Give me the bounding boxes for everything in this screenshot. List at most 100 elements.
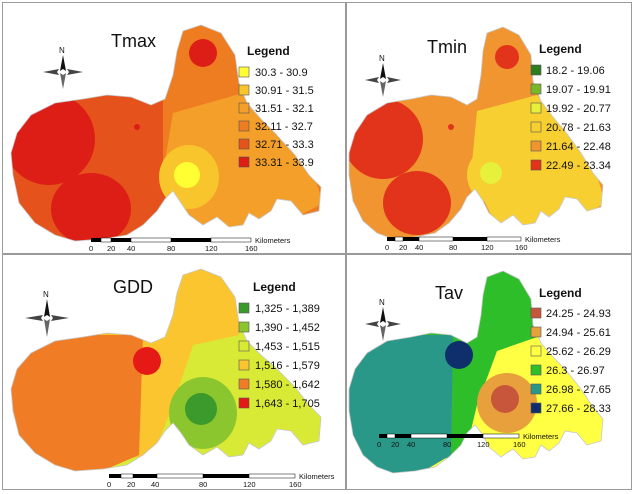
legend-title: Legend — [247, 44, 290, 58]
tmax-class-5d — [134, 124, 140, 130]
west-arrow-icon — [25, 315, 43, 321]
east-arrow-icon — [387, 77, 401, 83]
tmin-north-arrow: N — [365, 54, 401, 97]
panel-tav: Tav N Legend 24.25 - 24.93 24.94 - 25.61… — [346, 254, 632, 490]
legend-title: Legend — [253, 280, 296, 294]
north-arrow-icon — [380, 63, 386, 79]
scale-tick: 0 — [377, 440, 381, 449]
tmin-scale-bar: 0 20 40 80 120 160 Kilometers — [385, 235, 561, 252]
gdd-boundary — [10, 268, 322, 472]
tmax-class-0 — [174, 162, 200, 188]
scale-tick: 160 — [245, 244, 258, 253]
west-arrow-icon — [43, 69, 59, 75]
legend-swatch — [238, 302, 250, 314]
legend-title: Legend — [539, 286, 582, 300]
west-arrow-icon — [365, 321, 379, 327]
tmin-title: Tmin — [427, 37, 467, 57]
east-arrow-icon — [67, 69, 83, 75]
legend-swatch — [238, 102, 250, 114]
legend-label: 25.62 - 26.29 — [546, 346, 611, 358]
tav-class-0 — [491, 385, 519, 413]
gdd-class-5 — [133, 347, 161, 375]
legend-swatch — [530, 64, 542, 76]
legend-label: 24.25 - 24.93 — [546, 308, 611, 320]
legend-swatch — [530, 345, 542, 357]
scale-tick: 80 — [443, 440, 451, 449]
east-arrow-icon — [387, 321, 401, 327]
scale-unit: Kilometers — [255, 236, 291, 245]
legend-label: 1,643 - 1,705 — [255, 398, 320, 410]
tmax-class-5c — [189, 39, 217, 67]
legend-label: 32.71 - 33.3 — [255, 139, 314, 151]
south-arrow-icon — [60, 73, 66, 89]
legend-label: 18.2 - 19.06 — [546, 65, 605, 77]
tmax-class-5b — [51, 173, 131, 241]
tmin-map-svg: Tmin N Legend 18.2 - 19.06 19.07 - 19.91… — [348, 26, 611, 252]
legend-label: 32.11 - 32.7 — [255, 121, 313, 133]
legend-swatch — [530, 402, 542, 414]
legend-swatch — [238, 359, 250, 371]
legend-label: 26.3 - 26.97 — [546, 365, 605, 377]
legend-label: 1,453 - 1,515 — [255, 341, 320, 353]
north-letter: N — [379, 298, 385, 307]
scale-unit: Kilometers — [523, 432, 559, 441]
legend-swatch — [238, 340, 250, 352]
south-arrow-icon — [380, 81, 386, 97]
legend-label: 19.07 - 19.91 — [546, 84, 611, 96]
legend-swatch — [530, 326, 542, 338]
legend-label: 1,580 - 1,642 — [255, 379, 320, 391]
legend-label: 33.31 - 33.9 — [255, 157, 314, 169]
tmax-map-svg: Tmax N Legend 30.3 - 30.9 30.91 - 31.5 3… — [10, 24, 322, 253]
tmin-class-5b — [383, 171, 451, 235]
panel-tmin: Tmin N Legend 18.2 - 19.06 19.07 - 19.91… — [346, 2, 632, 254]
scale-tick: 120 — [243, 480, 256, 489]
scale-tick: 40 — [415, 243, 423, 252]
legend-label: 31.51 - 32.1 — [255, 103, 314, 115]
scale-tick: 160 — [515, 243, 528, 252]
scale-tick: 80 — [167, 244, 175, 253]
scale-tick: 20 — [399, 243, 407, 252]
legend-swatch — [530, 307, 542, 319]
legend-swatch — [238, 138, 250, 150]
gdd-north-arrow: N — [25, 290, 69, 337]
tav-scale-bar: 0 20 40 80 120 160 Kilometers — [377, 432, 559, 449]
legend-swatch — [238, 321, 250, 333]
gdd-scale-bar: 0 20 40 80 120 160 Kilometers — [107, 472, 335, 489]
scale-tick: 80 — [199, 480, 207, 489]
tmin-boundary — [348, 26, 604, 240]
tmax-title: Tmax — [111, 31, 156, 51]
legend-title: Legend — [539, 42, 582, 56]
legend-swatch — [238, 66, 250, 78]
legend-label: 19.92 - 20.77 — [546, 103, 611, 115]
panel-gdd: GDD N Legend 1,325 - 1,389 1,390 - 1,452… — [2, 254, 346, 490]
tav-north-arrow: N — [365, 298, 401, 341]
north-letter: N — [59, 46, 65, 55]
north-letter: N — [379, 54, 385, 63]
gdd-legend: Legend 1,325 - 1,389 1,390 - 1,452 1,453… — [238, 280, 320, 410]
gdd-map-svg: GDD N Legend 1,325 - 1,389 1,390 - 1,452… — [10, 268, 335, 489]
tmax-boundary — [10, 24, 322, 242]
tmax-class-5a — [11, 93, 95, 185]
gdd-class-0 — [185, 393, 217, 425]
tmax-scale-bar: 0 20 40 80 120 160 Kilometers — [89, 236, 291, 253]
tav-map-svg: Tav N Legend 24.25 - 24.93 24.94 - 25.61… — [348, 270, 611, 474]
legend-swatch — [238, 120, 250, 132]
legend-swatch — [530, 364, 542, 376]
scale-tick: 20 — [127, 480, 135, 489]
south-arrow-icon — [380, 325, 386, 341]
scale-tick: 40 — [127, 244, 135, 253]
legend-swatch — [530, 121, 542, 133]
tav-legend: Legend 24.25 - 24.93 24.94 - 25.61 25.62… — [530, 286, 611, 415]
panel-tmax: Tmax N Legend 30.3 - 30.9 30.91 - 31.5 3… — [2, 2, 346, 254]
legend-label: 30.91 - 31.5 — [255, 85, 314, 97]
scale-tick: 160 — [289, 480, 302, 489]
scale-tick: 160 — [513, 440, 526, 449]
scale-tick: 40 — [151, 480, 159, 489]
west-arrow-icon — [365, 77, 379, 83]
scale-tick: 0 — [385, 243, 389, 252]
scale-unit: Kilometers — [299, 472, 335, 481]
scale-tick: 120 — [477, 440, 490, 449]
legend-swatch — [238, 397, 250, 409]
gdd-title: GDD — [113, 277, 153, 297]
